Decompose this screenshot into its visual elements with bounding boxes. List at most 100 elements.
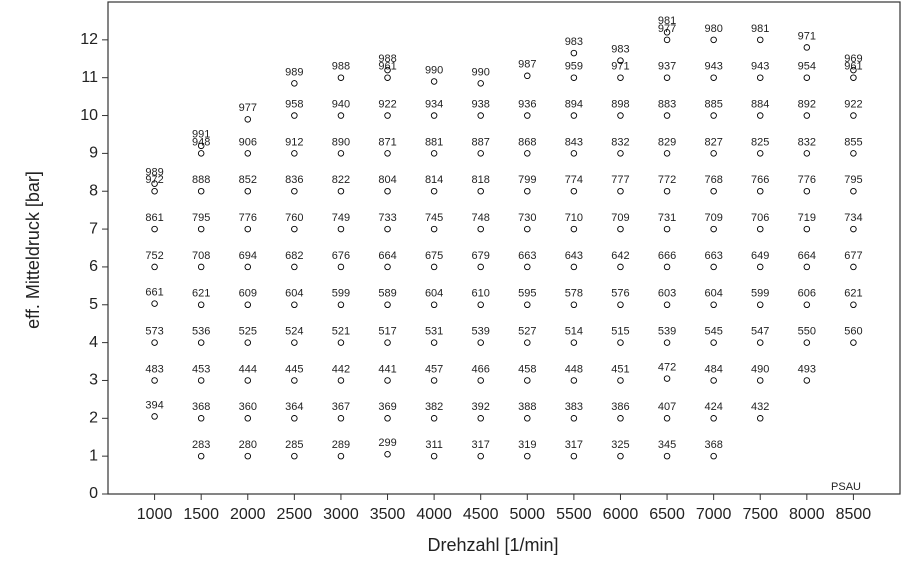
point-label: 521 (332, 326, 350, 338)
point (477, 415, 484, 422)
point (803, 225, 811, 233)
point (524, 377, 531, 384)
point-label: 539 (472, 326, 490, 338)
point-label: 972 (145, 174, 163, 186)
point (663, 187, 671, 195)
point (617, 187, 624, 195)
point-label: 676 (332, 250, 350, 262)
point (850, 225, 857, 233)
x-tick-label: 4000 (416, 506, 452, 523)
point (850, 339, 857, 346)
point-label: 987 (518, 59, 536, 71)
point-label: 943 (751, 61, 769, 73)
point-label: 912 (285, 136, 303, 148)
point-label: 599 (332, 288, 350, 300)
point-label: 990 (472, 66, 490, 78)
point-label: 934 (425, 98, 443, 110)
point-label: 444 (239, 363, 257, 375)
point (756, 150, 764, 157)
point-label: 386 (611, 401, 629, 413)
point-label: 285 (285, 439, 303, 451)
point (291, 415, 298, 422)
point (384, 301, 391, 309)
point (291, 452, 298, 460)
point (244, 377, 252, 384)
point-label: 745 (425, 212, 443, 224)
x-tick-label: 3000 (323, 506, 359, 523)
point-label: 991 (192, 129, 210, 141)
point (524, 415, 531, 422)
x-tick-label: 8000 (789, 506, 825, 523)
point-label: 795 (844, 174, 862, 186)
point (291, 112, 298, 119)
point-label: 675 (425, 250, 443, 262)
point (524, 112, 531, 119)
point-label: 943 (704, 61, 722, 73)
point-label: 888 (192, 174, 210, 186)
point (710, 301, 717, 309)
point-label: 752 (145, 250, 163, 262)
point-label: 394 (145, 399, 163, 411)
point-label: 887 (472, 136, 490, 148)
point (244, 263, 252, 271)
point-label: 829 (658, 136, 676, 148)
point (477, 452, 484, 460)
point (384, 66, 391, 74)
point (756, 377, 764, 384)
point-label: 364 (285, 401, 303, 413)
y-tick-label: 0 (89, 485, 98, 502)
point (430, 225, 438, 233)
point (197, 225, 205, 233)
point (617, 415, 624, 422)
y-tick-label: 3 (89, 372, 98, 389)
point-label: 599 (751, 288, 769, 300)
point-label: 368 (192, 401, 210, 413)
point (570, 339, 578, 346)
point-label: 369 (378, 401, 396, 413)
x-tick-label: 6000 (603, 506, 639, 523)
x-axis-title: Drehzahl [1/min] (427, 535, 558, 555)
point (291, 187, 298, 195)
x-tick-label: 5000 (509, 506, 545, 523)
point (430, 112, 438, 119)
point-label: 971 (611, 61, 629, 73)
x-tick-label: 3500 (370, 506, 406, 523)
point (384, 377, 391, 384)
point (384, 339, 391, 346)
point-label: 604 (425, 288, 443, 300)
point-label: 466 (472, 363, 490, 375)
point (617, 339, 624, 346)
point (197, 452, 205, 460)
point-label: 954 (798, 61, 816, 73)
y-tick-label: 2 (89, 410, 98, 427)
point-label: 940 (332, 98, 350, 110)
point (197, 415, 205, 422)
x-tick-label: 1500 (183, 506, 219, 523)
point-label: 906 (239, 136, 257, 148)
point-label: 988 (378, 53, 396, 65)
y-tick-label: 5 (89, 296, 98, 313)
point (663, 263, 671, 271)
point (803, 44, 811, 51)
point-label: 969 (844, 53, 862, 65)
point-label: 748 (472, 212, 490, 224)
point-label: 677 (844, 250, 862, 262)
plot-frame (107, 1, 901, 495)
point (756, 225, 764, 233)
point-label: 517 (378, 326, 396, 338)
x-tick-label: 7500 (742, 506, 778, 523)
point-label: 922 (844, 98, 862, 110)
point-label: 989 (145, 167, 163, 179)
point-label: 525 (239, 326, 257, 338)
point (291, 377, 298, 384)
point-label: 368 (704, 439, 722, 451)
point-label: 825 (751, 136, 769, 148)
point-label: 804 (378, 174, 396, 186)
point-label: 578 (565, 288, 583, 300)
point-label: 515 (611, 326, 629, 338)
point (617, 57, 624, 64)
point (663, 225, 671, 233)
point (291, 301, 298, 309)
